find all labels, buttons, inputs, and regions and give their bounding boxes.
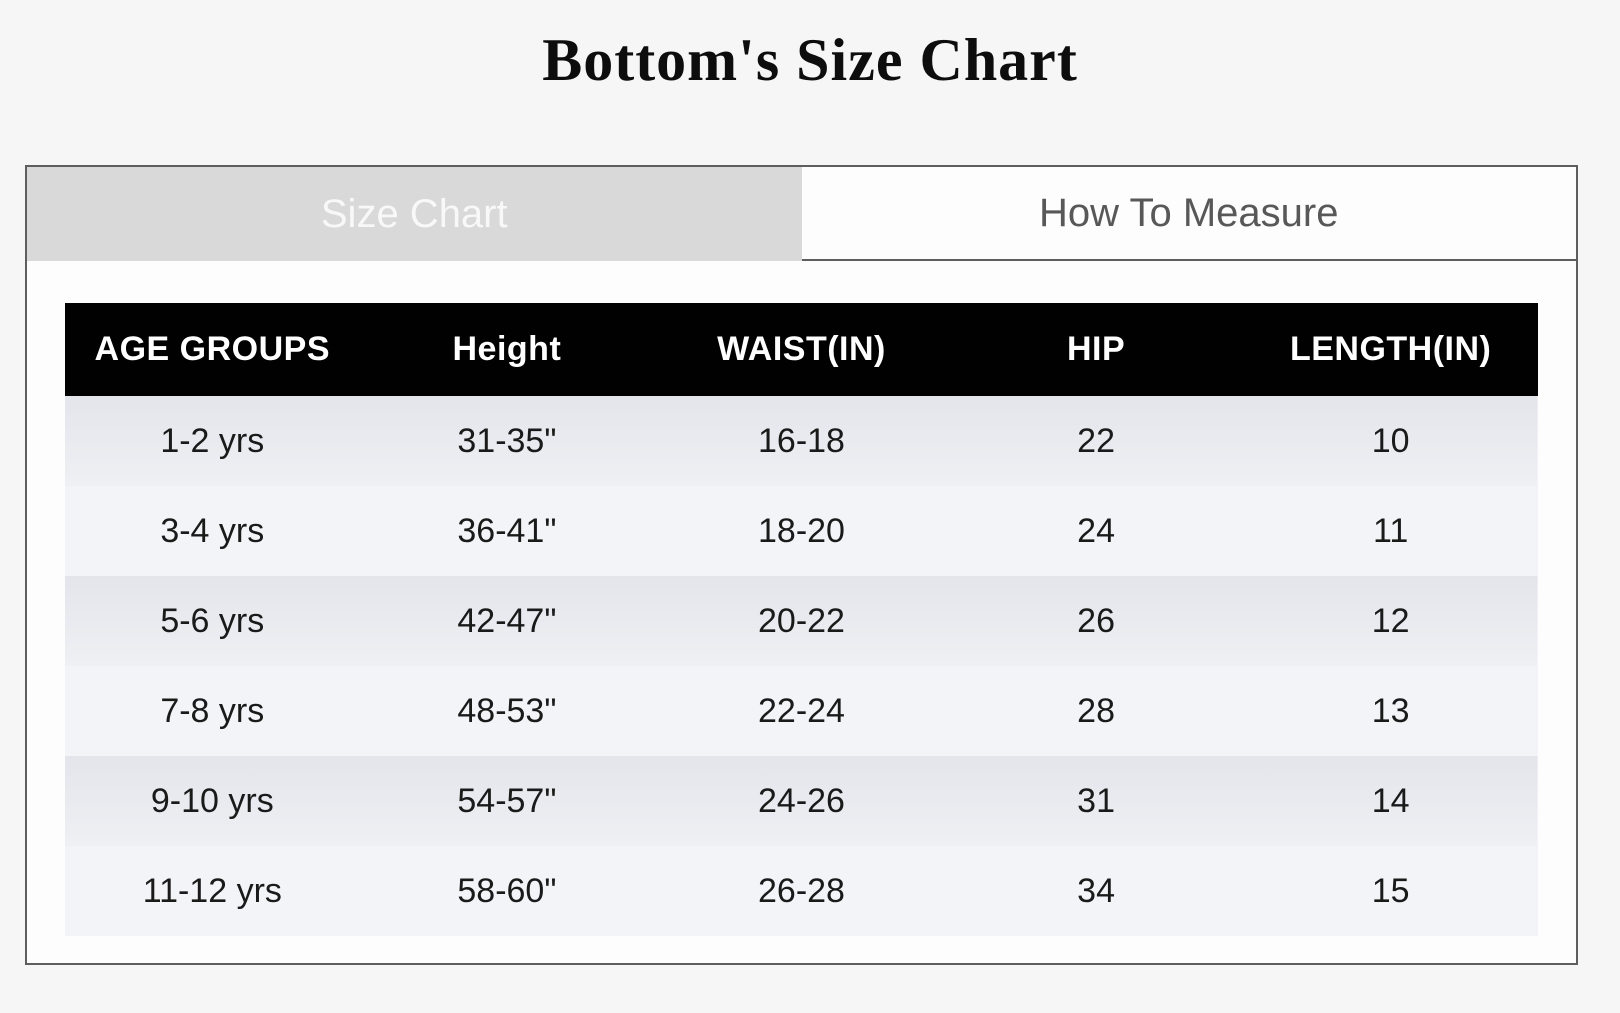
column-header: HIP	[948, 303, 1244, 396]
table-cell: 36-41"	[457, 511, 557, 550]
table-cell: 24-26	[758, 781, 845, 820]
table-cell: 16-18	[758, 421, 845, 460]
table-cell: 11	[1373, 511, 1409, 550]
table-row: 3-4 yrs 36-41" 18-20 24 11	[65, 486, 1538, 576]
table-cell: 26	[1077, 601, 1115, 640]
size-table-body: 1-2 yrs 31-35" 16-18 22 10 3-4 yrs 36-41" 18-20…	[65, 396, 1538, 936]
table-cell: 10	[1371, 421, 1410, 460]
tab-bar: Size Chart How To Measure	[27, 167, 1576, 261]
table-cell: 42-47"	[457, 601, 557, 640]
table-row: 7-8 yrs 48-53" 22-24 28 13	[65, 666, 1538, 756]
size-table-container: AGE GROUPS Height WAIST(IN) HIP LENGTH(IN) 1…	[27, 261, 1576, 936]
column-header: AGE GROUPS	[65, 303, 360, 396]
table-cell: 22-24	[758, 691, 845, 730]
table-cell: 58-60"	[457, 871, 557, 910]
table-cell: 7-8 yrs	[160, 691, 265, 730]
size-table: AGE GROUPS Height WAIST(IN) HIP LENGTH(IN) 1…	[65, 303, 1538, 936]
table-cell: 31-35"	[457, 421, 557, 460]
column-header: Height	[359, 303, 655, 396]
column-header: LENGTH(IN)	[1243, 303, 1538, 396]
table-cell: 15	[1371, 871, 1410, 910]
table-cell: 20-22	[758, 601, 845, 640]
table-row: 11-12 yrs 58-60" 26-28 34 15	[65, 846, 1538, 936]
table-cell: 3-4 yrs	[160, 511, 265, 550]
table-cell: 18-20	[758, 511, 845, 550]
page-title: Bottom's Size Chart	[542, 27, 1078, 93]
table-row: 1-2 yrs 31-35" 16-18 22 10	[65, 396, 1538, 486]
column-header: WAIST(IN)	[654, 303, 949, 396]
table-cell: 48-53"	[457, 691, 557, 730]
table-cell: 28	[1077, 691, 1115, 730]
table-cell: 26-28	[758, 871, 845, 910]
size-chart-panel: Size Chart How To Measure AGE GROUPS Heig…	[25, 165, 1578, 965]
table-row: 5-6 yrs 42-47" 20-22 26 12	[65, 576, 1538, 666]
table-cell: 31	[1077, 781, 1115, 820]
size-table-header: AGE GROUPS Height WAIST(IN) HIP LENGTH(IN)	[65, 303, 1538, 396]
table-cell: 24	[1077, 511, 1115, 550]
table-cell: 12	[1371, 601, 1410, 640]
table-cell: 54-57"	[457, 781, 557, 820]
table-cell: 14	[1371, 781, 1410, 820]
table-cell: 9-10 yrs	[150, 781, 274, 820]
table-cell: 1-2 yrs	[160, 421, 265, 460]
table-cell: 11-12 yrs	[142, 871, 282, 910]
table-cell: 13	[1371, 691, 1410, 730]
tab-size-chart[interactable]: Size Chart	[27, 167, 802, 261]
header-row: AGE GROUPS Height WAIST(IN) HIP LENGTH(IN)	[65, 303, 1538, 396]
table-row: 9-10 yrs 54-57" 24-26 31 14	[65, 756, 1538, 846]
table-cell: 34	[1077, 871, 1115, 910]
tab-how-to-measure[interactable]: How To Measure	[801, 167, 1576, 261]
table-cell: 22	[1077, 421, 1115, 460]
table-cell: 5-6 yrs	[160, 601, 265, 640]
